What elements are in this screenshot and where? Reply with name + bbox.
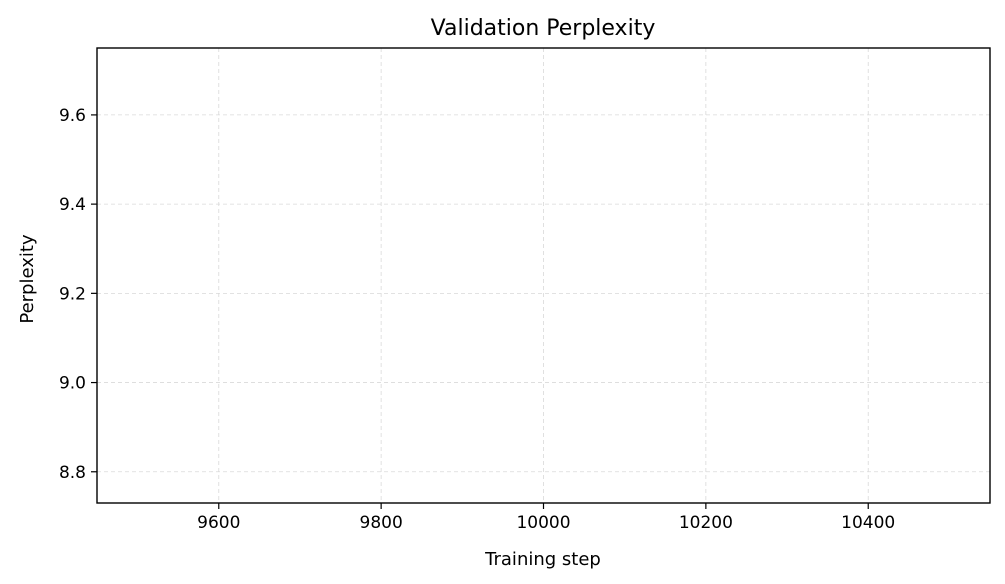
y-axis-label: Perplexity	[17, 234, 38, 324]
chart-title: Validation Perplexity	[431, 16, 656, 41]
x-tick-label: 10400	[841, 513, 895, 533]
x-tick-label: 9800	[360, 513, 403, 533]
x-tick-label: 10200	[679, 513, 733, 533]
x-tick-label: 10000	[516, 513, 570, 533]
y-tick-label: 9.4	[59, 195, 86, 215]
y-tick-label: 9.0	[59, 374, 86, 394]
y-tick-label: 9.2	[59, 284, 86, 304]
x-axis-label: Training step	[484, 549, 601, 570]
x-axis: 9600 9800 10000 10200 10400	[197, 503, 895, 533]
grid-lines	[97, 48, 990, 503]
x-tick-label: 9600	[197, 513, 240, 533]
y-axis: 8.8 9.0 9.2 9.4 9.6	[59, 106, 97, 483]
y-tick-label: 9.6	[59, 106, 86, 126]
y-tick-label: 8.8	[59, 463, 86, 483]
